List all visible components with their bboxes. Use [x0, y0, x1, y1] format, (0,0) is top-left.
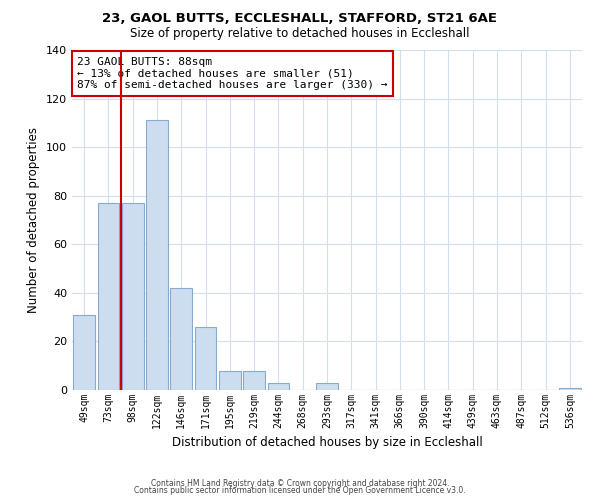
Bar	[243, 370, 265, 390]
Bar	[268, 382, 289, 390]
Bar	[146, 120, 168, 390]
Text: Size of property relative to detached houses in Eccleshall: Size of property relative to detached ho…	[130, 28, 470, 40]
Bar	[73, 314, 95, 390]
Bar	[122, 203, 143, 390]
Text: Contains public sector information licensed under the Open Government Licence v3: Contains public sector information licen…	[134, 486, 466, 495]
Bar	[316, 382, 338, 390]
Bar	[170, 288, 192, 390]
Bar	[559, 388, 581, 390]
X-axis label: Distribution of detached houses by size in Eccleshall: Distribution of detached houses by size …	[172, 436, 482, 450]
Text: 23 GAOL BUTTS: 88sqm
← 13% of detached houses are smaller (51)
87% of semi-detac: 23 GAOL BUTTS: 88sqm ← 13% of detached h…	[77, 57, 388, 90]
Bar	[219, 370, 241, 390]
Bar	[194, 327, 217, 390]
Text: 23, GAOL BUTTS, ECCLESHALL, STAFFORD, ST21 6AE: 23, GAOL BUTTS, ECCLESHALL, STAFFORD, ST…	[103, 12, 497, 26]
Bar	[97, 203, 119, 390]
Text: Contains HM Land Registry data © Crown copyright and database right 2024.: Contains HM Land Registry data © Crown c…	[151, 478, 449, 488]
Y-axis label: Number of detached properties: Number of detached properties	[28, 127, 40, 313]
